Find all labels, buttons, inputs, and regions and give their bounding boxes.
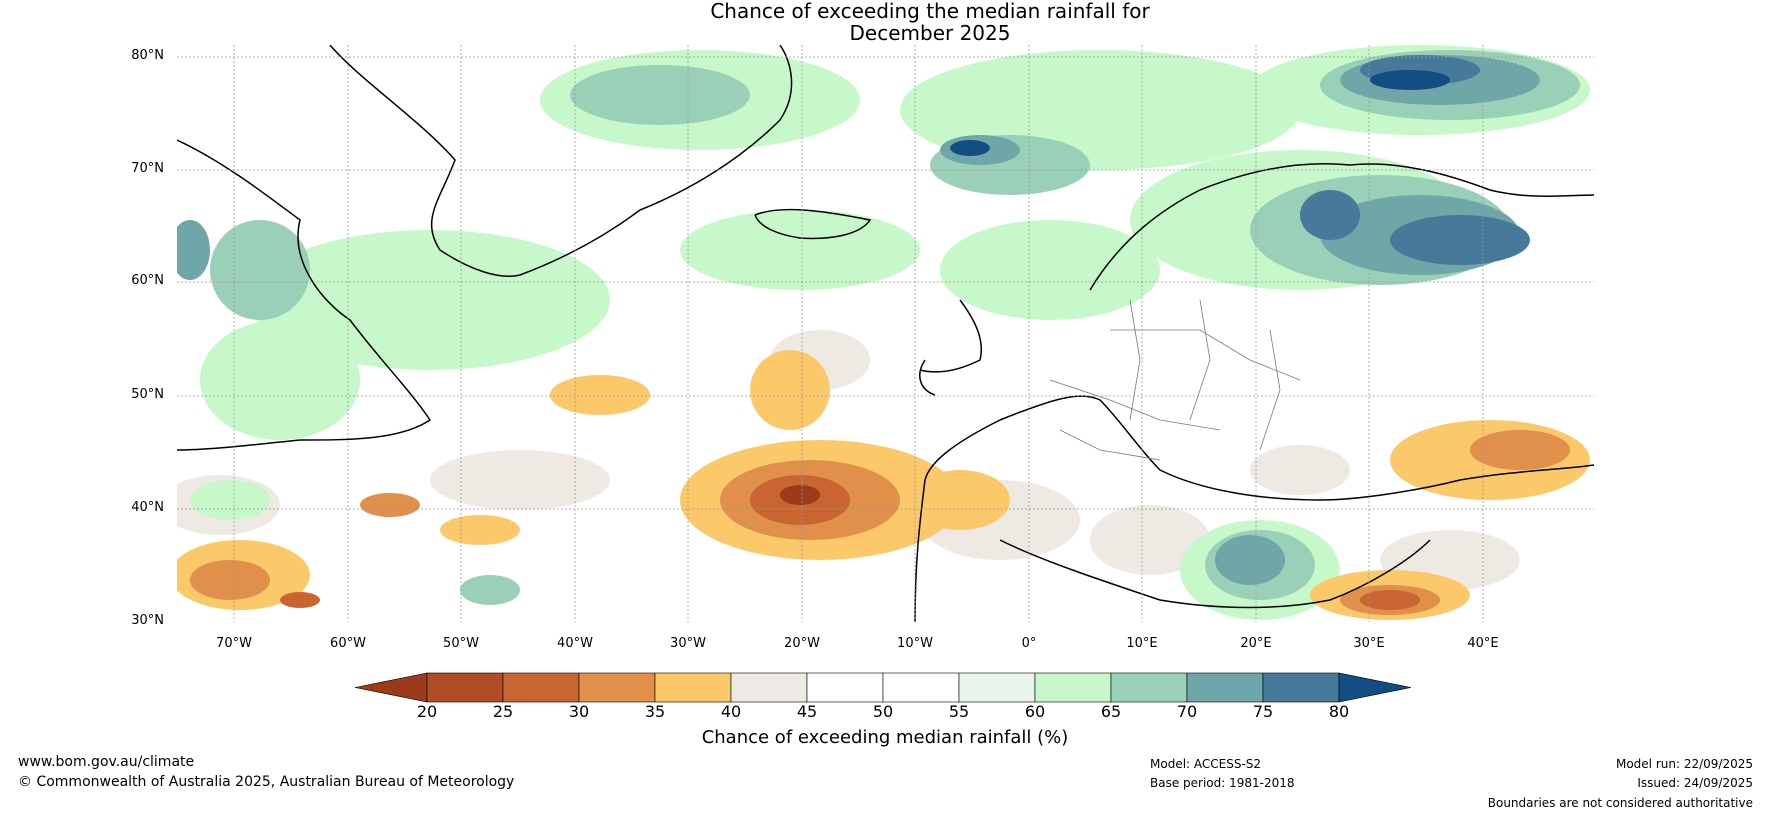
colorbar-segment — [1186, 672, 1264, 703]
colorbar-segment — [1110, 672, 1188, 703]
colorbar-segment — [806, 672, 884, 703]
lon-label-20w: 20°W — [784, 636, 820, 651]
lon-label-10e: 10°E — [1126, 636, 1158, 651]
colorbar-tick-label: 35 — [644, 702, 666, 721]
driest-regions — [780, 485, 820, 505]
colorbar-tick-label: 80 — [1328, 702, 1350, 721]
lon-label-70w: 70°W — [216, 636, 252, 651]
colorbar-segment — [1034, 672, 1112, 703]
colorbar-tick-label: 25 — [492, 702, 514, 721]
lon-label-0: 0° — [1021, 636, 1037, 651]
lat-label-80n: 80°N — [131, 48, 164, 63]
rainfall-map — [177, 45, 1594, 622]
footer-model-run: Model run: 22/09/2025 — [1615, 757, 1753, 771]
lon-label-10w: 10°W — [897, 636, 933, 651]
colorbar-segment — [1262, 672, 1340, 703]
colorbar-tick-label: 30 — [568, 702, 590, 721]
lat-label-30n: 30°N — [131, 613, 164, 628]
colorbar-tick-label: 75 — [1252, 702, 1274, 721]
lon-label-40w: 40°W — [557, 636, 593, 651]
colorbar-tick-label: 65 — [1100, 702, 1122, 721]
wettest-regions — [950, 70, 1450, 156]
colorbar-segment — [578, 672, 656, 703]
lat-label-70n: 70°N — [131, 161, 164, 176]
colorbar-extend-high — [1338, 672, 1412, 703]
lat-label-40n: 40°N — [131, 500, 164, 515]
colorbar-tick-label: 50 — [872, 702, 894, 721]
coastlines — [177, 45, 1594, 622]
lon-label-50w: 50°W — [443, 636, 479, 651]
country-borders — [1049, 299, 1301, 461]
lon-label-20e: 20°E — [1240, 636, 1272, 651]
footer-website: www.bom.gov.au/climate — [18, 754, 195, 770]
colorbar-segment — [882, 672, 960, 703]
colorbar — [354, 672, 1412, 703]
colorbar-tick-label: 70 — [1176, 702, 1198, 721]
colorbar-tick-label: 45 — [796, 702, 818, 721]
colorbar-extend-low — [354, 672, 428, 703]
near-normal-regions — [177, 330, 1520, 590]
footer-issued: Issued: 24/09/2025 — [1637, 776, 1753, 790]
lat-label-50n: 50°N — [131, 387, 164, 402]
lon-label-60w: 60°W — [330, 636, 366, 651]
colorbar-tick-label: 60 — [1024, 702, 1046, 721]
colorbar-segment — [502, 672, 580, 703]
colorbar-tick-label: 20 — [416, 702, 438, 721]
colorbar-tick-label: 55 — [948, 702, 970, 721]
colorbar-label: Chance of exceeding median rainfall (%) — [701, 727, 1069, 748]
footer-base-period: Base period: 1981-2018 — [1150, 776, 1295, 790]
wetter-very-strong-regions — [1300, 55, 1530, 265]
chart-title-line1: Chance of exceeding the median rainfall … — [710, 0, 1150, 23]
footer-disclaimer: Boundaries are not considered authoritat… — [1487, 796, 1753, 810]
footer-copyright: © Commonwealth of Australia 2025, Austra… — [18, 774, 515, 790]
colorbar-segment — [730, 672, 808, 703]
colorbar-segment — [426, 672, 504, 703]
lon-label-30e: 30°E — [1353, 636, 1385, 651]
footer-model: Model: ACCESS-S2 — [1150, 757, 1262, 771]
lat-label-60n: 60°N — [131, 273, 164, 288]
colorbar-segment — [958, 672, 1036, 703]
colorbar-segment — [654, 672, 732, 703]
lon-label-40e: 40°E — [1467, 636, 1499, 651]
chart-title-line2: December 2025 — [849, 21, 1011, 45]
map-gridlines — [177, 45, 1594, 622]
lon-label-30w: 30°W — [670, 636, 706, 651]
colorbar-tick-label: 40 — [720, 702, 742, 721]
